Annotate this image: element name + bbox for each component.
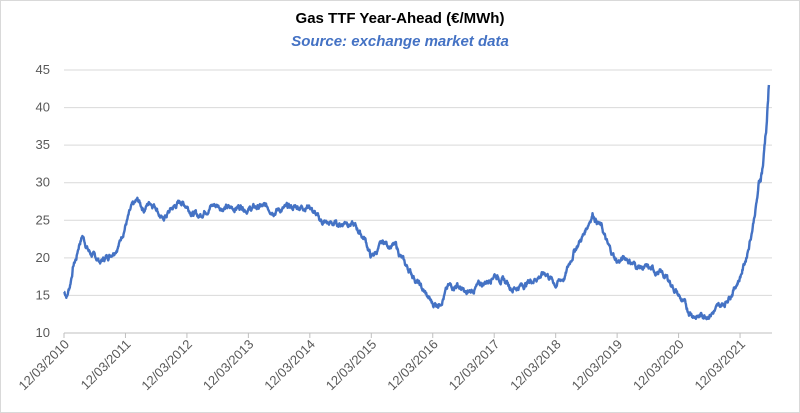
series-line (63, 84, 771, 321)
y-tick-label: 10 (36, 325, 50, 340)
x-tick-label: 12/03/2016 (384, 337, 441, 394)
x-tick-label: 12/03/2014 (261, 337, 318, 394)
chart-subtitle: Source: exchange market data (291, 33, 509, 50)
y-tick-label: 40 (36, 100, 50, 115)
x-tick-label: 12/03/2017 (446, 337, 503, 394)
x-tick-label: 12/03/2015 (323, 337, 380, 394)
y-tick-label: 30 (36, 175, 50, 190)
y-tick-label: 35 (36, 137, 50, 152)
y-tick-label: 20 (36, 250, 50, 265)
y-tick-label: 45 (36, 62, 50, 77)
y-tick-label: 25 (36, 212, 50, 227)
x-tick-label: 12/03/2018 (507, 337, 564, 394)
x-tick-label: 12/03/2011 (78, 337, 134, 393)
x-tick-label: 12/03/2013 (200, 337, 257, 394)
y-tick-label: 15 (36, 287, 50, 302)
chart-title: Gas TTF Year-Ahead (€/MWh) (295, 10, 505, 27)
x-tick-label: 12/03/2020 (630, 337, 687, 394)
x-tick-label: 12/03/2019 (569, 337, 626, 394)
x-tick-label: 12/03/2010 (15, 337, 72, 394)
x-tick-label: 12/03/2021 (692, 337, 749, 394)
x-tick-label: 12/03/2012 (138, 337, 195, 394)
